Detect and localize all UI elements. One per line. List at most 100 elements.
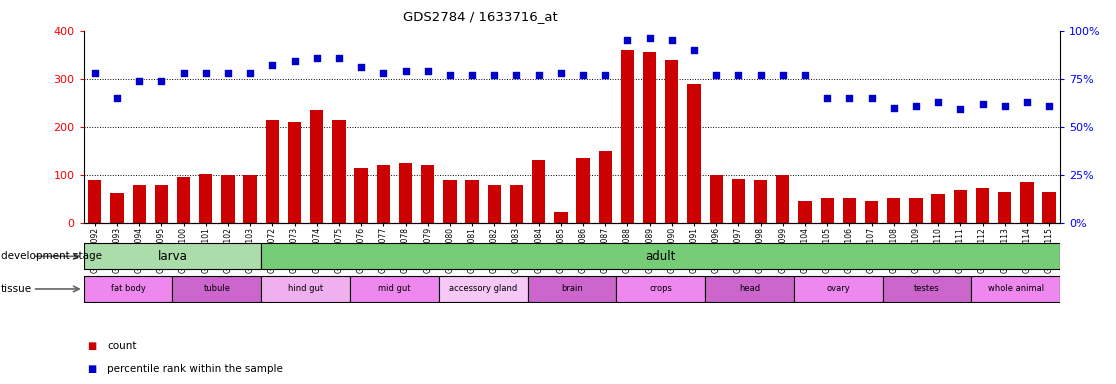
Text: ovary: ovary <box>826 285 850 293</box>
Point <box>773 72 791 78</box>
Text: tissue: tissue <box>1 284 32 294</box>
Bar <box>261 243 1060 269</box>
Point <box>685 47 703 53</box>
Bar <box>705 276 793 302</box>
Text: ■: ■ <box>87 364 96 374</box>
Bar <box>439 276 528 302</box>
Bar <box>883 276 971 302</box>
Point <box>818 95 836 101</box>
Point <box>730 72 748 78</box>
Bar <box>177 177 190 223</box>
Bar <box>932 194 945 223</box>
Point <box>973 101 991 107</box>
Bar <box>84 243 261 269</box>
Bar <box>84 276 173 302</box>
Bar <box>887 198 901 223</box>
Bar <box>843 198 856 223</box>
Bar <box>333 119 346 223</box>
Bar <box>173 276 261 302</box>
Bar <box>88 180 102 223</box>
Text: crops: crops <box>650 285 672 293</box>
Bar <box>221 175 234 223</box>
Point <box>485 72 503 78</box>
Point <box>530 72 548 78</box>
Bar <box>620 50 634 223</box>
Point <box>374 70 392 76</box>
Bar <box>665 60 679 223</box>
Point <box>330 55 348 61</box>
Bar <box>776 175 789 223</box>
Bar <box>710 175 723 223</box>
Point <box>308 55 326 61</box>
Point <box>907 103 925 109</box>
Bar <box>243 175 257 223</box>
Point <box>796 72 814 78</box>
Point <box>418 68 436 74</box>
Text: fat body: fat body <box>110 285 145 293</box>
Point <box>952 106 970 113</box>
Point <box>885 104 903 111</box>
Text: adult: adult <box>645 250 676 263</box>
Point <box>463 72 481 78</box>
Text: accessory gland: accessory gland <box>449 285 518 293</box>
Point <box>196 70 214 76</box>
Text: testes: testes <box>914 285 940 293</box>
Bar <box>975 188 989 223</box>
Point <box>618 37 636 43</box>
Point <box>663 37 681 43</box>
Bar <box>266 119 279 223</box>
Point <box>641 35 658 41</box>
Bar <box>110 193 124 223</box>
Bar <box>954 190 966 223</box>
Bar <box>398 163 412 223</box>
Text: head: head <box>739 285 760 293</box>
Bar <box>199 174 212 223</box>
Point <box>353 64 371 70</box>
Point <box>396 68 414 74</box>
Bar <box>687 84 701 223</box>
Text: mid gut: mid gut <box>378 285 411 293</box>
Point <box>752 72 770 78</box>
Text: larva: larva <box>157 250 187 263</box>
Bar <box>532 161 546 223</box>
Bar <box>261 276 350 302</box>
Bar <box>528 276 616 302</box>
Point <box>131 78 148 84</box>
Point <box>574 72 591 78</box>
Bar <box>355 167 368 223</box>
Bar <box>310 110 324 223</box>
Text: whole animal: whole animal <box>988 285 1043 293</box>
Text: hind gut: hind gut <box>288 285 324 293</box>
Text: percentile rank within the sample: percentile rank within the sample <box>107 364 283 374</box>
Point <box>995 103 1013 109</box>
Bar <box>377 165 389 223</box>
Text: development stage: development stage <box>1 251 103 261</box>
Bar <box>598 151 612 223</box>
Point <box>441 72 459 78</box>
Point <box>174 70 192 76</box>
Bar <box>643 52 656 223</box>
Bar <box>754 180 768 223</box>
Point <box>840 95 858 101</box>
Point <box>86 70 104 76</box>
Bar <box>793 276 883 302</box>
Bar <box>732 179 745 223</box>
Point <box>552 70 570 76</box>
Bar <box>616 276 705 302</box>
Text: count: count <box>107 341 136 351</box>
Point <box>153 78 171 84</box>
Text: ■: ■ <box>87 341 96 351</box>
Point <box>108 95 126 101</box>
Text: brain: brain <box>561 285 583 293</box>
Bar <box>865 201 878 223</box>
Bar <box>421 165 434 223</box>
Bar <box>971 276 1060 302</box>
Point <box>1018 99 1036 105</box>
Point <box>708 72 725 78</box>
Point <box>241 70 259 76</box>
Bar <box>288 122 301 223</box>
Bar <box>133 185 146 223</box>
Bar <box>1042 192 1056 223</box>
Point <box>1040 103 1058 109</box>
Bar <box>488 185 501 223</box>
